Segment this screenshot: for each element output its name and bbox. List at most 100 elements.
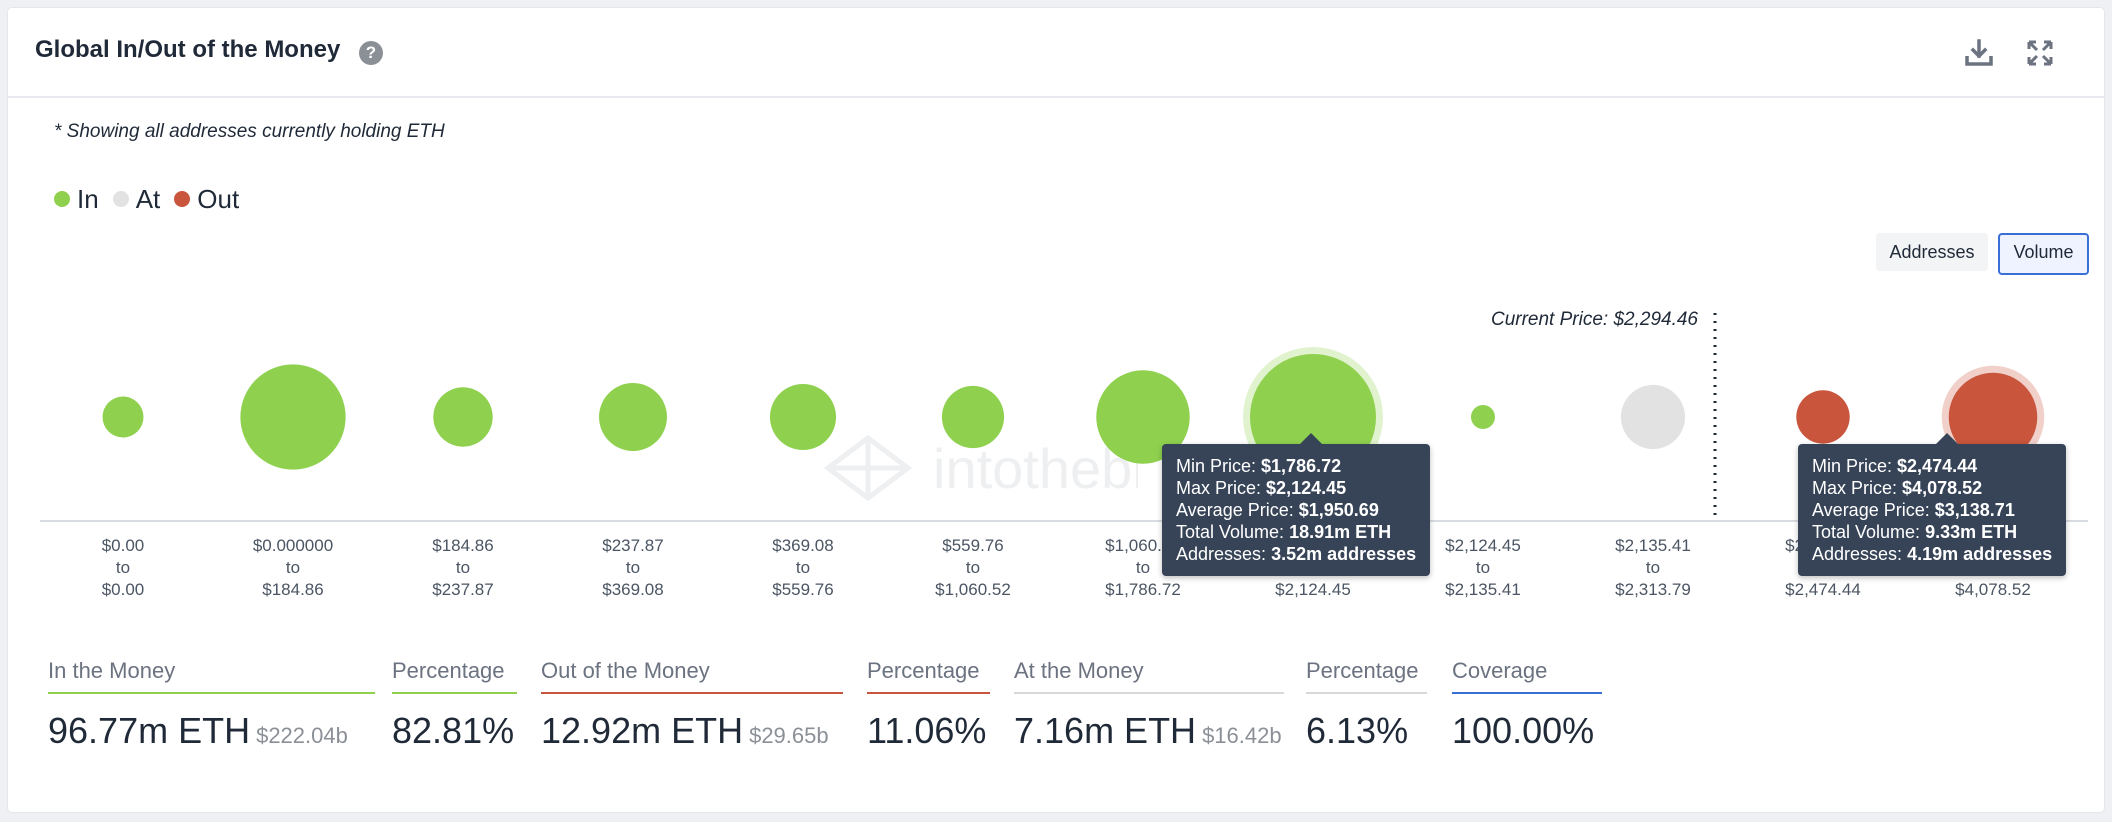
volume-toggle-button[interactable]: Volume xyxy=(1998,233,2089,275)
x-tick-min: $2,135.41 xyxy=(1615,536,1691,555)
tooltip-addresses-value: 4.19m addresses xyxy=(1907,544,2053,564)
stat-value: 82.81% xyxy=(392,710,515,751)
stat-in-percentage: Percentage 82.81% xyxy=(392,658,517,752)
x-tick-max: $2,474.44 xyxy=(1785,580,1861,599)
bubble-11[interactable] xyxy=(1948,372,2038,462)
x-tick-min: $0.00 xyxy=(101,536,145,555)
x-tick-label-6: $1,060.52 to $1,786.72 xyxy=(1068,535,1218,601)
x-tick-label-1: $0.000000 to $184.86 xyxy=(218,535,368,601)
x-tick-max: $0.00 xyxy=(101,580,145,599)
stat-value: 96.77m ETH xyxy=(48,710,251,751)
stat-label: At the Money xyxy=(1014,658,1144,683)
tooltip-avg-label: Average Price: xyxy=(1176,500,1294,520)
legend-label-at: At xyxy=(135,183,161,214)
tooltip-avg-value: $1,950.69 xyxy=(1298,500,1379,520)
stat-value: 7.16m ETH xyxy=(1014,710,1197,751)
x-tick-separator: to xyxy=(965,558,981,577)
bubble-8[interactable] xyxy=(1471,405,1495,429)
legend-item-in[interactable]: In xyxy=(54,184,99,215)
bubble-0[interactable] xyxy=(102,396,144,438)
legend-dot-in xyxy=(54,191,70,207)
card-header: Global In/Out of the Money ? xyxy=(8,8,2104,98)
bubble-6[interactable] xyxy=(1096,370,1190,464)
x-tick-max: $2,313.79 xyxy=(1615,580,1691,599)
tooltip-min-value: $1,786.72 xyxy=(1261,456,1342,476)
tooltip-volume-value: 18.91m ETH xyxy=(1289,522,1392,542)
legend-item-at[interactable]: At xyxy=(112,183,161,215)
stat-sub-value: $16.42b xyxy=(1202,723,1282,748)
x-tick-separator: to xyxy=(1475,558,1491,577)
stat-underline xyxy=(48,692,375,694)
bubble-3[interactable] xyxy=(599,383,667,451)
x-tick-max: $1,060.52 xyxy=(935,580,1011,599)
x-tick-label-2: $184.86 to $237.87 xyxy=(388,535,538,601)
bubble-2[interactable] xyxy=(433,387,493,447)
tooltip-volume-label: Total Volume: xyxy=(1812,522,1921,542)
tooltip-max-value: $4,078.52 xyxy=(1902,478,1983,498)
bubble-4[interactable] xyxy=(769,383,837,451)
stat-in-the-money: In the Money 96.77m ETH $222.04b xyxy=(48,658,375,752)
tooltip-min-label: Min Price: xyxy=(1812,456,1893,476)
expand-icon[interactable] xyxy=(2023,36,2057,70)
x-tick-max: $2,124.45 xyxy=(1275,580,1351,599)
stat-value: 6.13% xyxy=(1306,710,1409,751)
stat-underline xyxy=(1306,692,1427,694)
tooltip-min-value: $2,474.44 xyxy=(1897,456,1978,476)
x-tick-max: $369.08 xyxy=(602,580,664,599)
bubble-10[interactable] xyxy=(1796,390,1850,444)
x-tick-label-0: $0.00 to $0.00 xyxy=(48,535,198,601)
tooltip-min-label: Min Price: xyxy=(1176,456,1257,476)
x-tick-label-3: $237.87 to $369.08 xyxy=(558,535,708,601)
stat-label: Percentage xyxy=(1306,658,1419,683)
x-tick-separator: to xyxy=(625,558,641,577)
x-tick-max: $4,078.52 xyxy=(1955,580,2031,599)
stat-underline xyxy=(1014,692,1284,694)
holdings-note: * Showing all addresses currently holdin… xyxy=(54,121,445,142)
x-tick-min: $559.76 xyxy=(942,536,1004,555)
x-tick-separator: to xyxy=(795,558,811,577)
x-tick-min: $1,060.52 xyxy=(1105,536,1181,555)
x-tick-min: $369.08 xyxy=(772,536,834,555)
stat-at-percentage: Percentage 6.13% xyxy=(1306,658,1427,752)
legend-dot-out xyxy=(174,191,191,207)
stat-out-percentage: Percentage 11.06% xyxy=(867,658,990,752)
x-tick-max: $559.76 xyxy=(772,580,834,599)
x-tick-label-9: $2,135.41 to $2,313.79 xyxy=(1578,535,1728,601)
stat-sub-value: $29.65b xyxy=(749,723,829,748)
stat-value: 11.06% xyxy=(867,710,987,751)
download-icon[interactable] xyxy=(1962,36,1996,70)
x-tick-max: $1,786.72 xyxy=(1105,580,1181,599)
x-tick-separator: to xyxy=(115,558,131,577)
tooltip-volume-value: 9.33m ETH xyxy=(1925,522,2018,542)
x-tick-max: $2,135.41 xyxy=(1445,580,1521,599)
x-tick-separator: to xyxy=(285,558,301,577)
x-tick-separator: to xyxy=(1135,558,1151,577)
stat-value: 100.00% xyxy=(1452,710,1595,751)
tooltip-max-label: Max Price: xyxy=(1812,478,1898,498)
x-tick-label-4: $369.08 to $559.76 xyxy=(728,535,878,601)
x-tick-min: $2,124.45 xyxy=(1445,536,1521,555)
x-tick-min: $0.000000 xyxy=(252,536,334,555)
bubble-tooltip-in: Min Price: $1,786.72 Max Price: $2,124.4… xyxy=(1162,433,1431,576)
tooltip-max-value: $2,124.45 xyxy=(1266,478,1347,498)
help-icon[interactable]: ? xyxy=(359,41,383,65)
addresses-toggle-button[interactable]: Addresses xyxy=(1876,233,1988,271)
tooltip-avg-value: $3,138.71 xyxy=(1934,500,2015,520)
stat-label: Percentage xyxy=(392,658,505,683)
in-out-money-card: Global In/Out of the Money ? * Showing a… xyxy=(8,8,2104,812)
x-tick-label-8: $2,124.45 to $2,135.41 xyxy=(1408,535,1558,601)
tooltip-volume-label: Total Volume: xyxy=(1176,522,1285,542)
page-title: Global In/Out of the Money xyxy=(35,36,341,63)
x-tick-max: $184.86 xyxy=(262,580,324,599)
bubble-9[interactable] xyxy=(1620,384,1686,450)
tooltip-addresses-label: Addresses: xyxy=(1812,544,1903,564)
stat-underline xyxy=(867,692,990,694)
bubble-series xyxy=(102,347,2045,487)
stat-coverage: Coverage 100.00% xyxy=(1452,658,1602,752)
current-price-label: Current Price: $2,294.46 xyxy=(1490,309,1698,330)
stat-value: 12.92m ETH xyxy=(541,710,744,751)
legend-item-out[interactable]: Out xyxy=(174,184,239,215)
bubble-5[interactable] xyxy=(941,385,1005,449)
tooltip-addresses-value: 3.52m addresses xyxy=(1271,544,1417,564)
bubble-1[interactable] xyxy=(240,364,346,470)
